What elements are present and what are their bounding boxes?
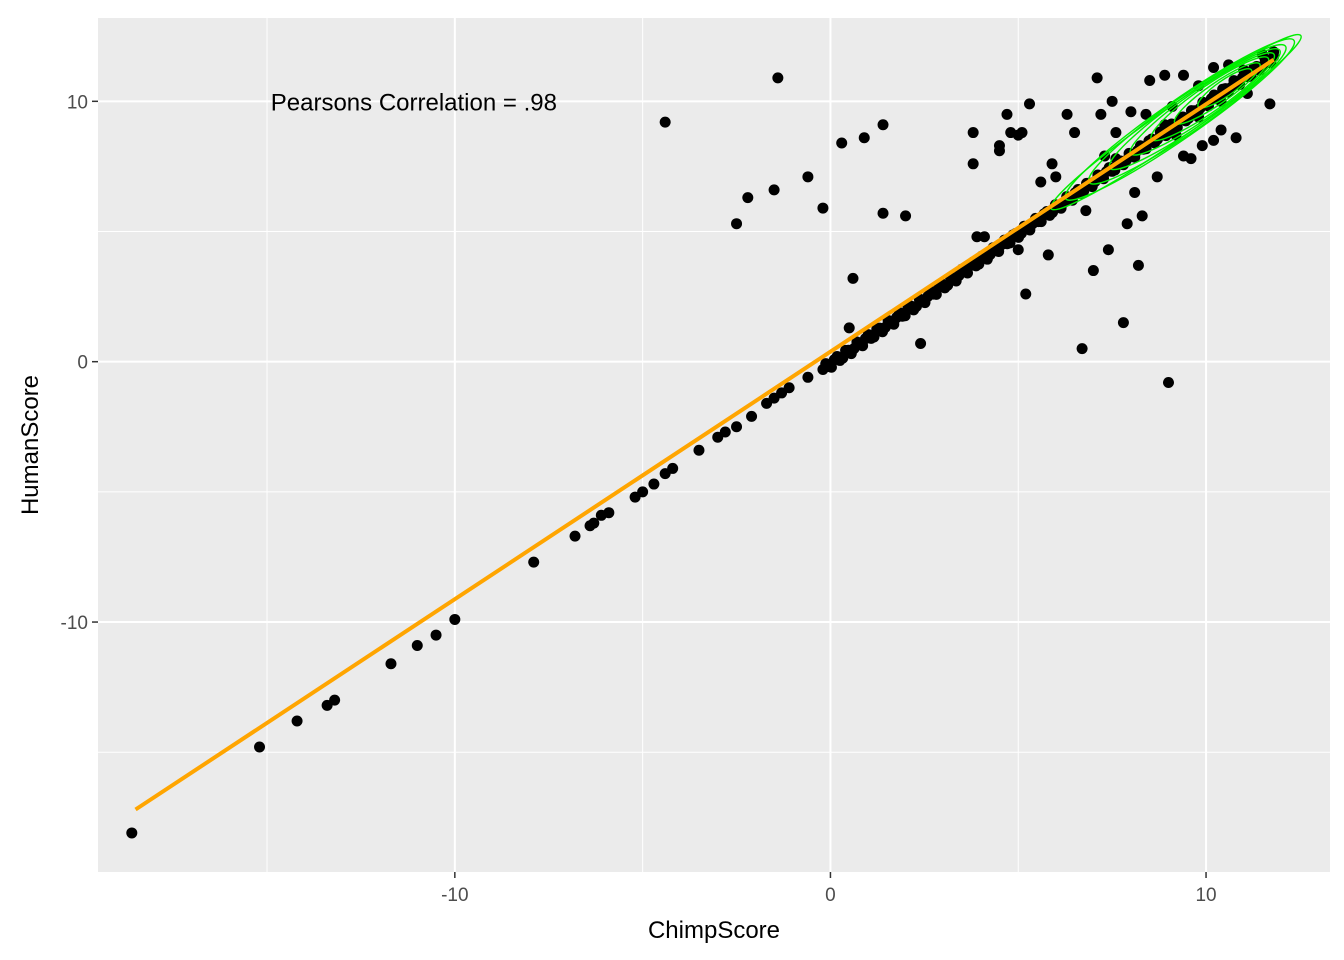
- scatter-point: [877, 207, 889, 219]
- scatter-point: [967, 127, 979, 139]
- scatter-point: [719, 426, 731, 438]
- scatter-point: [569, 530, 581, 542]
- scatter-point: [1024, 98, 1036, 110]
- scatter-point: [430, 629, 442, 641]
- scatter-point: [877, 119, 889, 131]
- scatter-point: [802, 371, 814, 383]
- scatter-point: [1132, 259, 1144, 271]
- scatter-point: [900, 210, 912, 222]
- scatter-point: [783, 382, 795, 394]
- scatter-point: [1001, 108, 1013, 120]
- scatter-point: [329, 694, 341, 706]
- scatter-point: [1121, 218, 1133, 230]
- scatter-point: [847, 272, 859, 284]
- scatter-point: [1061, 108, 1073, 120]
- scatter-point: [1087, 265, 1099, 277]
- scatter-point: [528, 556, 540, 568]
- scatter-point: [858, 132, 870, 144]
- scatter-point: [126, 827, 138, 839]
- scatter-point: [731, 218, 743, 230]
- scatter-point: [1136, 210, 1148, 222]
- scatter-point: [1016, 127, 1028, 139]
- scatter-point: [915, 337, 927, 349]
- scatter-point: [1162, 377, 1174, 389]
- scatter-point: [1178, 69, 1190, 81]
- x-tick-label: 10: [1195, 885, 1216, 906]
- scatter-point: [836, 137, 848, 149]
- scatter-point: [1050, 171, 1062, 183]
- scatter-point: [1012, 244, 1024, 256]
- scatter-point: [1125, 106, 1137, 118]
- scatter-point: [254, 741, 266, 753]
- scatter-point: [978, 231, 990, 243]
- scatter-point: [1268, 46, 1280, 58]
- scatter-point: [768, 184, 780, 196]
- scatter-point: [1144, 74, 1156, 86]
- scatter-point: [659, 116, 671, 128]
- y-axis-ticks: -10 0 10: [61, 92, 98, 634]
- scatter-point: [1102, 244, 1114, 256]
- scatter-point: [603, 507, 615, 519]
- scatter-point: [802, 171, 814, 183]
- y-tick-label: -10: [61, 613, 88, 634]
- scatter-point: [385, 658, 397, 670]
- scatter-point: [1076, 343, 1088, 355]
- scatter-point: [648, 478, 660, 490]
- scatter-point: [1159, 69, 1171, 81]
- scatter-point: [1095, 108, 1107, 120]
- scatter-point: [588, 517, 600, 529]
- y-axis-label: HumanScore: [17, 375, 44, 515]
- scatter-point: [411, 639, 423, 651]
- scatter-point: [731, 421, 743, 433]
- scatter-point: [1110, 127, 1122, 139]
- scatter-point: [1151, 171, 1163, 183]
- y-tick-label: 10: [67, 92, 88, 113]
- scatter-point: [449, 613, 461, 625]
- scatter-point: [1185, 153, 1197, 165]
- scatter-point: [1230, 132, 1242, 144]
- scatter-point: [1080, 205, 1092, 217]
- scatter-point: [693, 444, 705, 456]
- scatter-point: [1196, 140, 1208, 152]
- scatter-point: [1106, 95, 1118, 107]
- scatter-point: [637, 486, 649, 498]
- minor-gridlines: [98, 18, 1330, 872]
- scatter-point: [1069, 127, 1081, 139]
- scatter-point: [1117, 317, 1129, 329]
- scatter-point: [1264, 98, 1276, 110]
- x-tick-label: -10: [441, 885, 468, 906]
- scatter-point: [817, 202, 829, 214]
- scatter-point: [1020, 288, 1032, 300]
- scatter-point: [1035, 176, 1047, 188]
- scatter-point: [291, 715, 303, 727]
- scatter-point: [843, 322, 855, 334]
- fit-line: [134, 57, 1275, 812]
- scatter-point: [772, 72, 784, 84]
- major-gridlines: [98, 18, 1330, 872]
- scatter-point: [1208, 134, 1220, 146]
- scatter-point: [1140, 108, 1152, 120]
- correlation-annotation: Pearsons Correlation = .98: [271, 89, 557, 116]
- density-contour: [1197, 68, 1253, 109]
- scatter-point: [667, 462, 679, 474]
- x-tick-label: 0: [825, 885, 836, 906]
- scatter-point: [1042, 249, 1054, 261]
- scatter-point: [967, 158, 979, 170]
- scatter-point: [746, 410, 758, 422]
- scatter-point: [1091, 72, 1103, 84]
- scatter-point: [1208, 61, 1220, 73]
- scatter-point: [1046, 158, 1058, 170]
- x-axis-ticks: -10 0 10: [441, 872, 1217, 906]
- scatter-point: [993, 145, 1005, 157]
- scatter-point: [742, 192, 754, 204]
- scatter-point: [1129, 186, 1141, 198]
- scatter-point: [1215, 124, 1227, 136]
- y-tick-label: 0: [77, 353, 88, 374]
- x-axis-label: ChimpScore: [648, 917, 780, 944]
